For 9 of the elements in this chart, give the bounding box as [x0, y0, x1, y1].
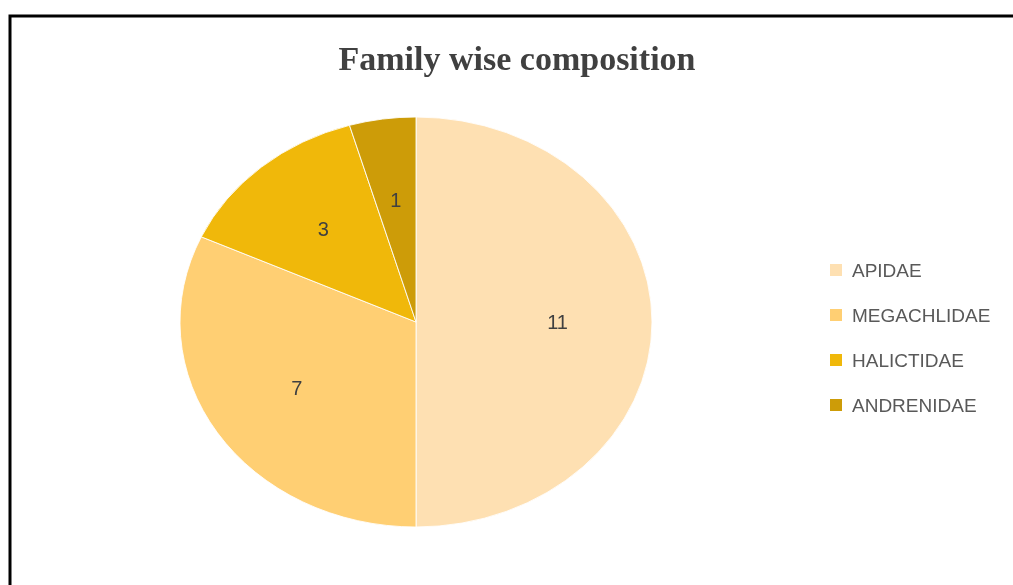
- legend-label: ANDRENIDAE: [852, 394, 977, 416]
- chart-title: Family wise composition: [338, 40, 696, 77]
- legend-label: MEGACHLIDAE: [852, 304, 991, 326]
- data-label: 1: [390, 189, 402, 212]
- data-label: 11: [547, 311, 568, 333]
- legend-label: HALICTIDAE: [852, 349, 964, 371]
- data-label: 3: [317, 218, 329, 241]
- data-label: 7: [291, 377, 303, 400]
- legend-label: APIDAE: [852, 259, 922, 281]
